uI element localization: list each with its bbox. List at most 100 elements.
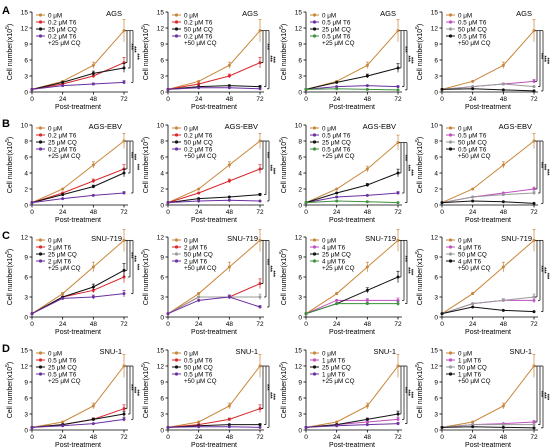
significance-label: *** [408,392,414,399]
data-point [471,199,475,203]
data-point [91,179,95,183]
series-4 [30,417,126,429]
y-axis-label-end: ) [281,24,288,26]
series-1 [30,132,126,205]
x-axis-label: Post-treatment [329,104,375,111]
x-tick-label: 0 [30,96,34,103]
data-point [440,201,444,205]
y-tick-label: 15 [295,347,303,354]
series-line [31,269,125,315]
legend-swatch-marker [174,27,179,31]
series-line [305,88,399,91]
series-line [31,168,125,204]
y-tick-label: 6 [160,395,164,402]
y-axis-label-superscript: 5 [279,364,285,367]
x-tick-label: 72 [256,321,264,328]
data-point [258,29,262,33]
legend-label: 1 μM T6 [322,371,346,378]
x-axis-label: Post-treatment [191,217,237,224]
series-line [31,140,125,204]
y-tick-label: 3 [434,73,438,80]
y-tick-label: 0 [298,89,302,96]
y-axis-label: Cell number(x105) [141,137,150,193]
x-axis-label: Post-treatment [55,329,101,336]
chart-title: AGS-EBV [89,122,122,131]
significance-label: *** [544,394,550,401]
legend-label: 0 μM [48,12,62,19]
y-tick-label: 3 [24,411,28,418]
legend-swatch-marker [38,126,43,130]
data-point [227,84,231,88]
data-point [166,201,170,205]
x-tick-label: 24 [469,96,477,103]
chart-panel-12: 0 3 6 9 12 0 24 48 72 Post-treatment Cell number(x… [415,228,550,336]
data-point [91,63,95,67]
y-axis-label-main: Cell number(x10 [7,142,14,193]
data-point [227,163,231,167]
legend-swatch-marker [312,238,317,242]
series-4 [304,87,400,92]
legend-swatch-marker [174,245,179,249]
series-line [31,67,125,90]
y-tick-label: 6 [298,57,302,64]
y-axis-label-superscript: 5 [141,139,147,142]
data-point [335,292,339,296]
data-point [122,364,126,368]
series-1 [440,19,536,91]
legend-label: 0.2 μM T6 [48,146,77,153]
legend-swatch-marker [174,133,179,137]
significance-brackets: ********* [535,365,550,429]
x-tick-label: 0 [166,96,170,103]
y-axis-label-main: Cell number(x10 [143,254,150,305]
x-axis-label: Post-treatment [55,104,101,111]
y-axis-label-main: Cell number(x10 [417,367,424,418]
data-point [501,404,505,408]
y-axis-label-main: Cell number(x10 [143,142,150,193]
series-4 [440,305,536,316]
legend-swatch-marker [448,13,453,17]
legend-label: 2 μM T6 [184,244,208,251]
series-line [305,142,399,204]
y-tick-label: 9 [434,41,438,48]
data-point [501,63,505,67]
x-tick-label: 24 [333,209,341,216]
y-tick-label: 10 [295,122,303,129]
data-point [197,425,201,429]
y-tick-label: 15 [431,347,439,354]
legend-label: 1 μM T6 [458,357,482,364]
x-tick-label: 0 [304,209,308,216]
data-point [396,66,400,70]
x-tick-label: 24 [469,321,477,328]
y-tick-label: 0 [160,202,164,209]
data-point [501,82,505,86]
x-tick-label: 24 [469,209,477,216]
significance-brackets: ********* [125,239,140,295]
chart-panel-13: D 0 3 6 9 12 15 0 24 48 72 Post-treatment Cell numbe… [2,343,140,448]
significance-brackets: ********* [261,140,276,202]
legend-label: 50 μM CQ [458,251,487,258]
y-tick-label: 0 [24,427,28,434]
y-tick-label: 3 [298,294,302,301]
y-axis-label-superscript: 5 [141,26,147,29]
data-point [335,420,339,424]
x-tick-label: 72 [120,434,128,441]
y-axis-label-main: Cell number(x10 [417,29,424,80]
x-tick-label: 72 [394,209,402,216]
x-tick-label: 24 [59,321,67,328]
x-tick-label: 24 [59,434,67,441]
y-axis-label-main: Cell number(x10 [7,254,14,305]
legend-label: 4 μM T6 [322,244,346,251]
data-point [30,201,34,205]
x-tick-label: 24 [333,434,341,441]
series-line [31,365,125,428]
y-axis-label: Cell number(x105) [5,362,14,418]
legend-label: 25 μM CQ [48,364,77,371]
x-tick-label: 0 [440,321,444,328]
legend-label: 25 μM CQ [48,251,77,258]
significance-brackets: ********* [261,365,276,428]
significance-brackets: ********* [261,239,276,308]
significance-label: *** [538,53,544,60]
significance-label: *** [131,154,137,161]
significance-label: *** [405,55,411,62]
